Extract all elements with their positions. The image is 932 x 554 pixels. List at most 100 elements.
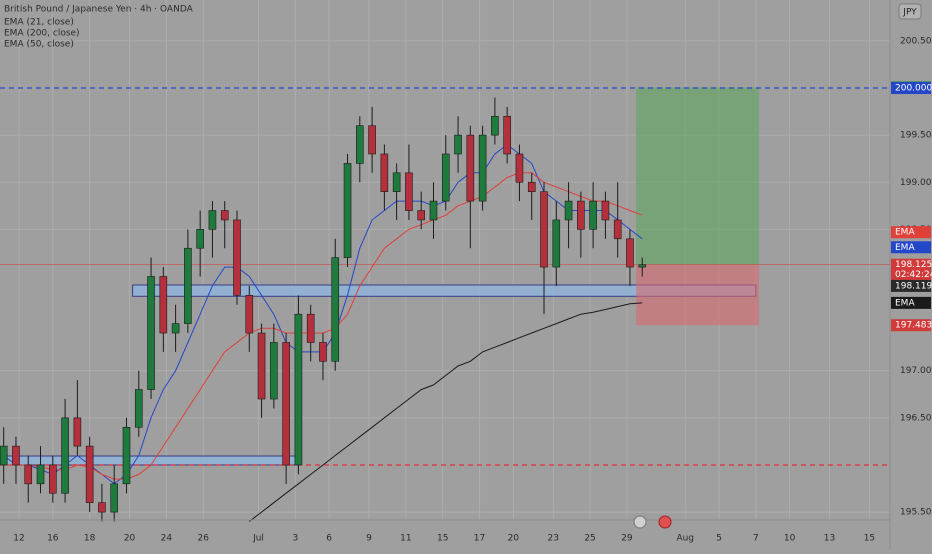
candle-body <box>0 445 8 466</box>
candle-body <box>343 163 352 258</box>
x-tick-label: 12 <box>13 534 24 544</box>
x-tick-label: 24 <box>161 534 173 544</box>
candle-body <box>331 257 340 362</box>
candle-body <box>245 295 254 334</box>
candle-body <box>24 464 33 485</box>
axes: 12 16 18 20 24 26 Jul 3 6 9 11 15 17 20 23 25 29 Aug 5 7 10 1… <box>13 36 932 543</box>
x-tick-label: 16 <box>47 534 59 544</box>
x-tick-label: 26 <box>198 534 210 544</box>
legend-entry: EMA (50, close) <box>4 40 74 50</box>
legend-entry: EMA (21, close) <box>4 18 74 28</box>
candle-body <box>503 115 511 155</box>
candle-body <box>368 125 376 155</box>
price-label-box <box>891 279 931 292</box>
candle-body <box>601 200 610 221</box>
candle-body <box>294 313 303 466</box>
candle-body <box>233 219 241 296</box>
candle-body <box>49 464 57 494</box>
x-tick-label: 20 <box>508 534 520 544</box>
ema-line <box>3 172 643 480</box>
candle-body <box>134 389 143 428</box>
candle-body <box>306 313 315 343</box>
legend: British Pound / Japanese Yen · 4h · OAND… <box>4 5 194 50</box>
target-zone <box>636 87 759 265</box>
candle-body <box>147 276 155 390</box>
candle-body <box>159 276 168 334</box>
candle-body <box>380 153 389 192</box>
price-label: 197.483 <box>895 321 932 331</box>
price-label: 200.000 <box>895 84 932 94</box>
candle-body <box>208 210 217 230</box>
candle-body <box>171 323 180 334</box>
candle-body <box>491 115 499 136</box>
stop-zone <box>636 264 759 326</box>
event-icon[interactable] <box>658 515 672 529</box>
candle-body <box>184 247 192 324</box>
candle-body <box>515 153 524 183</box>
price-label-box <box>891 241 931 254</box>
candle-body <box>613 219 622 240</box>
candle-body <box>527 181 536 192</box>
candle-body <box>392 172 401 192</box>
candle-body <box>441 153 450 202</box>
y-tick-label: 199.000 <box>900 178 932 188</box>
x-tick-label: 6 <box>326 534 332 544</box>
y-tick-label: 200.500 <box>900 36 932 46</box>
candle-body <box>552 219 561 268</box>
x-tick-label: 7 <box>753 534 759 544</box>
countdown: 02:42:24 <box>895 270 932 280</box>
event-icon[interactable] <box>633 515 647 529</box>
x-tick-label: 3 <box>292 534 298 544</box>
candle-body <box>12 445 20 466</box>
candle-body <box>257 332 266 400</box>
price-label: EMA <box>895 243 915 253</box>
candle-body <box>564 200 573 221</box>
chart-title: British Pound / Japanese Yen · 4h · OAND… <box>4 5 194 15</box>
candle-body <box>577 200 585 230</box>
price-label-box <box>891 226 931 239</box>
x-tick-label: 5 <box>716 534 722 544</box>
support-zone <box>0 455 299 466</box>
candle-body <box>270 342 278 400</box>
candle-body <box>73 417 82 447</box>
candle-body <box>589 200 597 230</box>
x-tick-label: 11 <box>400 534 411 544</box>
candle-body <box>478 134 487 202</box>
price-label-box <box>891 258 931 281</box>
candle-body <box>85 445 94 503</box>
y-tick-label: 197.000 <box>900 366 932 376</box>
x-tick-label: 25 <box>584 534 595 544</box>
candle-body <box>220 210 229 221</box>
candle-body <box>638 264 647 268</box>
currency-label[interactable]: JPY <box>902 8 917 18</box>
candle-body <box>122 426 131 485</box>
y-tick-label: 196.500 <box>900 413 932 423</box>
x-tick-label: 23 <box>547 534 558 544</box>
x-tick-label: 13 <box>824 534 835 544</box>
candle-body <box>405 172 413 211</box>
candle-body <box>540 191 548 268</box>
candle-body <box>110 483 119 513</box>
x-tick-label: Aug <box>676 534 694 544</box>
price-label-box <box>891 319 931 332</box>
currency-button[interactable] <box>898 3 922 20</box>
y-tick-label: 199.500 <box>900 131 932 141</box>
plot <box>0 87 890 522</box>
x-tick-label: 15 <box>864 534 875 544</box>
x-tick-label: 20 <box>124 534 136 544</box>
x-tick-label: 18 <box>84 534 96 544</box>
x-tick-label: Jul <box>252 534 264 544</box>
candle-body <box>319 342 327 362</box>
candle-body <box>61 417 69 494</box>
price-label-box <box>891 82 931 95</box>
candle-body <box>282 342 290 466</box>
candle-body <box>429 200 438 221</box>
candle-body <box>356 125 364 164</box>
legend-entry: EMA (200, close) <box>4 29 80 39</box>
price-label: 198.119 <box>895 281 932 291</box>
price-label: 198.125 <box>895 260 932 270</box>
